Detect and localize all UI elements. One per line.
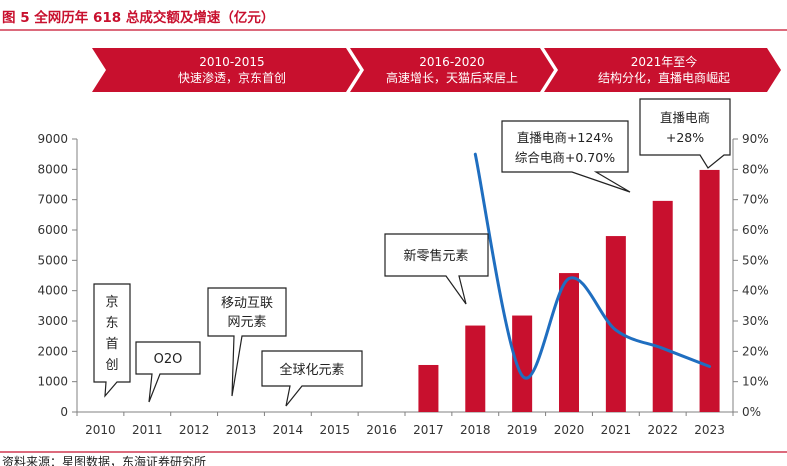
callout-jd-line1: 京: [105, 295, 118, 310]
left-tick-label: 0: [60, 405, 68, 419]
callout-2022-line1: 直播电商+124%: [517, 130, 613, 145]
left-ticks: 0 1000 2000 3000 4000 5000 6000 7000 8000 9000: [37, 132, 77, 419]
left-tick-label: 1000: [37, 375, 68, 389]
callout-2023-shape: [639, 98, 731, 169]
right-tick-label: 30%: [742, 314, 769, 328]
left-tick-label: 9000: [37, 132, 68, 146]
right-tick-label: 20%: [742, 344, 769, 358]
phase-arrow-3: [544, 48, 781, 92]
right-tick-label: 40%: [742, 284, 769, 298]
bar-series: [418, 169, 720, 412]
callout-new-retail-text: 新零售元素: [403, 248, 468, 264]
right-ticks: 0% 10% 20% 30% 40% 50% 60% 70% 80% 90%: [733, 132, 769, 419]
x-tick-label: 2013: [226, 423, 257, 437]
phase-2-desc: 高速增长，天猫后来居上: [386, 70, 518, 85]
callout-global: 全球化元素: [261, 350, 363, 407]
callout-o2o-shape: [135, 341, 201, 403]
callout-o2o: O2O: [135, 341, 201, 403]
left-tick-label: 5000: [37, 253, 68, 267]
callout-mobile: 移动互联 网元素: [207, 287, 287, 397]
callout-jd: 京 东 首 创: [93, 283, 131, 398]
right-tick-label: 0%: [742, 405, 761, 419]
left-tick-label: 3000: [37, 314, 68, 328]
x-tick-label: 2019: [507, 423, 538, 437]
figure-title: 图 5 全网历年 618 总成交额及增速（亿元）: [2, 9, 274, 26]
phase-banner: 2010-2015 快速渗透，京东首创 2016-2020 高速增长，天猫后来居…: [92, 48, 781, 92]
x-tick-label: 2020: [554, 423, 585, 437]
phase-arrow-2: [350, 48, 554, 92]
callout-2022: 直播电商+124% 综合电商+0.70%: [501, 120, 631, 193]
callout-mobile-line2: 网元素: [227, 315, 266, 330]
right-tick-label: 50%: [742, 253, 769, 267]
callout-global-shape: [261, 350, 363, 407]
x-tick-label: 2010: [85, 423, 116, 437]
callout-2023-line2: +28%: [666, 130, 704, 145]
callout-o2o-text: O2O: [154, 352, 183, 367]
x-tick-label: 2016: [366, 423, 397, 437]
callout-2023-line1: 直播电商: [660, 110, 710, 125]
phase-1-period: 2010-2015: [199, 55, 264, 69]
x-tick-label: 2014: [273, 423, 304, 437]
x-tick-label: 2021: [601, 423, 632, 437]
callout-jd-line2: 东: [105, 316, 118, 331]
left-tick-label: 4000: [37, 284, 68, 298]
left-tick-label: 8000: [37, 162, 68, 176]
bar-2020: [559, 273, 579, 412]
bar-2018: [465, 325, 486, 412]
left-tick-label: 7000: [37, 193, 68, 207]
x-tick-label: 2015: [319, 423, 350, 437]
growth-line: [473, 152, 712, 380]
callout-2022-shape: [501, 120, 631, 193]
x-tick-label: 2023: [694, 423, 725, 437]
right-tick-label: 70%: [742, 193, 769, 207]
x-tick-label: 2018: [460, 423, 491, 437]
callout-jd-line4: 创: [105, 358, 118, 373]
callout-2022-line2: 综合电商+0.70%: [515, 150, 615, 165]
x-tick-label: 2011: [132, 423, 163, 437]
callout-global-text: 全球化元素: [279, 362, 344, 378]
callout-jd-shape: [93, 283, 131, 398]
phase-2-period: 2016-2020: [419, 55, 484, 69]
callout-mobile-line1: 移动互联: [221, 296, 273, 311]
callout-2023: 直播电商 +28%: [639, 98, 731, 169]
right-tick-label: 60%: [742, 223, 769, 237]
x-tick-label: 2012: [179, 423, 210, 437]
x-ticks: 2010 2011 2012 2013 2014 2015 2016 2017 2018 2019…: [76, 412, 734, 437]
bar-2023: [699, 169, 720, 412]
left-tick-label: 2000: [37, 344, 68, 358]
callout-mobile-shape: [207, 287, 287, 397]
left-tick-label: 6000: [37, 223, 68, 237]
right-tick-label: 90%: [742, 132, 769, 146]
phase-3-period: 2021年至今: [631, 54, 698, 69]
callout-jd-line3: 首: [105, 337, 118, 352]
bar-2022: [652, 200, 673, 412]
right-tick-label: 80%: [742, 162, 769, 176]
x-tick-label: 2022: [647, 423, 678, 437]
bar-2017: [418, 364, 439, 412]
right-tick-label: 10%: [742, 375, 769, 389]
callout-new-retail: 新零售元素: [384, 233, 489, 305]
bar-2021: [605, 236, 626, 412]
phase-1-desc: 快速渗透，京东首创: [178, 70, 286, 85]
phase-arrow-1: [92, 48, 360, 92]
callout-new-retail-shape: [384, 233, 489, 305]
phase-3-desc: 结构分化，直播电商崛起: [598, 70, 730, 85]
source-note: 资料来源：星图数据，东海证券研究所: [2, 454, 206, 466]
bar-2019: [512, 315, 533, 412]
x-tick-label: 2017: [413, 423, 444, 437]
